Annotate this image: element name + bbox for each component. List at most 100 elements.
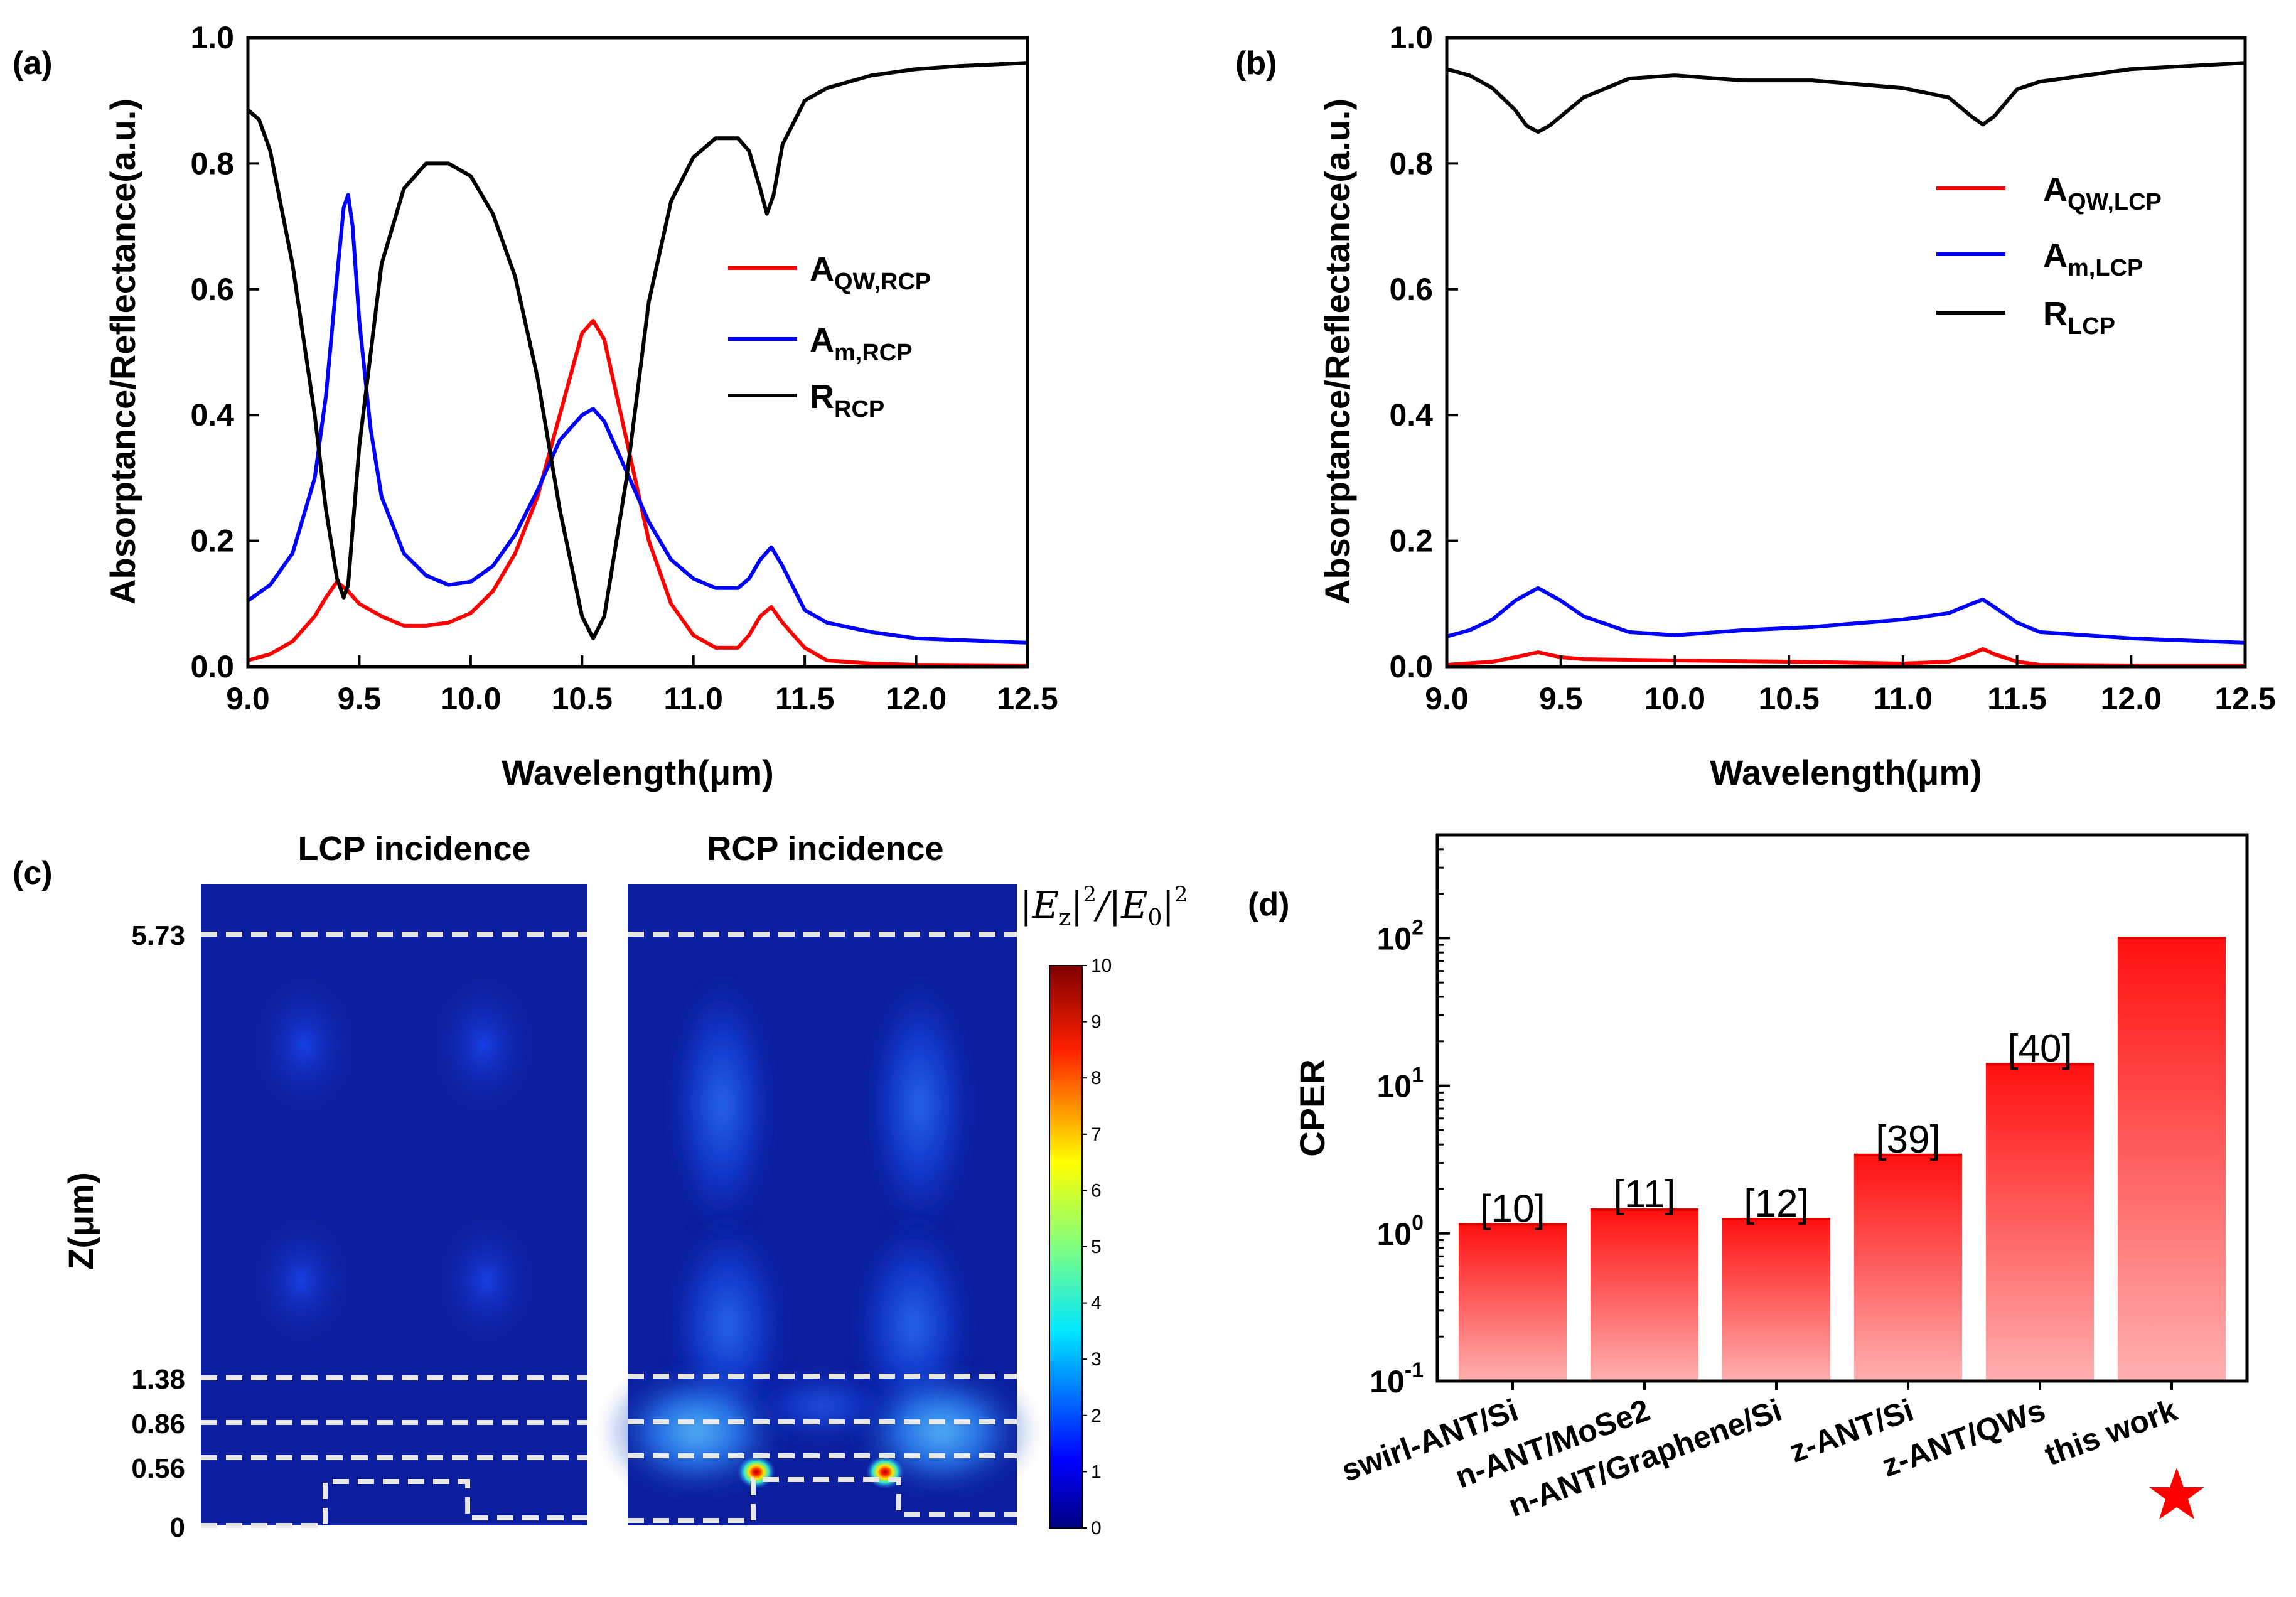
colorbar-ticks: 0 1 2 3 4 5 6 7 8 9 10 [1082, 955, 1112, 1539]
panel-a-frame [246, 36, 1029, 669]
panel-b-xtick-label: 10.0 [1644, 681, 1705, 716]
panel-a-xtick-label: 9.5 [338, 681, 382, 716]
bar-5 [2117, 938, 2226, 1381]
panel-b-ytick-label: 0.8 [1389, 146, 1433, 181]
panel-c-field-maps: LCP incidence RCP incidence [61, 830, 1188, 1543]
panel-b-ytick-label: 0.6 [1389, 272, 1433, 307]
panel-d-ytick-label: 102 [1376, 915, 1424, 956]
colorbar-tick-label: 4 [1091, 1293, 1102, 1314]
panel-label-d: (d) [1248, 886, 1289, 923]
bar-4 [1985, 1064, 2095, 1381]
lcp-blob [248, 970, 361, 1121]
rcp-title: RCP incidence [707, 830, 943, 868]
panel-a-ytick-label: 0.2 [190, 524, 234, 559]
lcp-blob [427, 970, 540, 1121]
z-axis-label: Z(μm) [61, 1172, 100, 1270]
panel-label-b: (b) [1235, 45, 1277, 82]
panel-d-ylabel: CPER [1292, 1059, 1332, 1157]
panel-b-chart: 9.0 9.5 10.0 10.5 11.0 11.5 12.0 12.5 0.0 0.2 0.4 0… [1317, 20, 2276, 792]
colorbar-tick-label: 9 [1091, 1012, 1102, 1033]
panel-b-ticks: 9.0 9.5 10.0 10.5 11.0 11.5 12.0 12.5 0.0 0.2 0.4 0… [1389, 20, 2275, 716]
panel-b-xtick-label: 9.0 [1425, 681, 1469, 716]
panel-b-xtick-label: 9.5 [1539, 681, 1583, 716]
panel-a-xtick-label: 10.5 [552, 681, 613, 716]
z-tick: 5.73 [131, 920, 185, 951]
panel-b-xtick-label: 12.0 [2101, 681, 2162, 716]
colorbar-tick-label: 7 [1091, 1124, 1102, 1145]
colorbar-tick-label: 10 [1091, 955, 1112, 976]
colorbar [1049, 965, 1083, 1529]
panel-b-legend: AQW,LCP Am,LCP RLCP [1936, 171, 2162, 340]
panel-b-xtick-label: 10.5 [1758, 681, 1819, 716]
panel-a-ytick-label: 1.0 [190, 20, 234, 55]
panel-a-series-0 [247, 318, 1028, 667]
bar-ref-label-0: [10] [1480, 1188, 1545, 1231]
panel-d-ytick-label: 101 [1376, 1063, 1424, 1104]
panel-b-ytick-label: 0.0 [1389, 649, 1433, 684]
rcp-blob [863, 967, 976, 1243]
panel-b-ytick-label: 0.2 [1389, 524, 1433, 559]
panel-b-frame [1445, 36, 2247, 669]
z-tick: 0 [170, 1512, 185, 1543]
bar-1 [1590, 1209, 1699, 1381]
panel-a-xtick-label: 10.0 [440, 681, 501, 716]
panel-b-series-2 [1446, 61, 2246, 134]
z-tick: 0.86 [131, 1409, 185, 1439]
bar-ref-label-3: [39] [1875, 1118, 1940, 1161]
panel-label-a: (a) [13, 45, 53, 82]
panel-b-xtick-label: 12.5 [2214, 681, 2275, 716]
panel-b-legend-label-0: AQW,LCP [2043, 171, 2162, 215]
panel-a-legend: AQW,RCP Am,RCP RRCP [728, 250, 931, 422]
panel-a-ytick-label: 0.4 [190, 397, 234, 433]
panel-b-series [1446, 61, 2246, 667]
colorbar-tick-label: 6 [1091, 1180, 1102, 1201]
bar-0 [1458, 1224, 1567, 1381]
panel-b-ytick-label: 0.4 [1389, 397, 1433, 433]
panel-d-chart: [10] [11] [12][39][40] swirl-ANT/Sin-ANT/M… [1292, 833, 2249, 1524]
lcp-blob [433, 1212, 540, 1350]
lcp-map-background [201, 884, 587, 1525]
rcp-blob [747, 1368, 898, 1444]
panel-b-xtick-label: 11.0 [1874, 681, 1933, 716]
bar-2 [1722, 1219, 1831, 1381]
colorbar-tick-label: 3 [1091, 1349, 1102, 1370]
panel-b-legend-label-1: Am,LCP [2043, 237, 2143, 281]
colorbar-label: |Ez|2/|E0|2 [1020, 882, 1188, 931]
lcp-field-map [201, 884, 587, 1528]
colorbar-tick-label: 1 [1091, 1461, 1102, 1482]
panel-a-xtick-label: 11.5 [775, 681, 835, 716]
panel-a-ytick-label: 0.8 [190, 146, 234, 181]
lcp-boundaries [201, 932, 587, 1528]
colorbar-tick-label: 0 [1091, 1518, 1102, 1539]
panel-a-chart: 9.0 9.5 10.0 10.5 11.0 11.5 12.0 12.5 0.0 0.2 0.4 0… [103, 20, 1058, 792]
panel-b-xlabel: Wavelength(μm) [1710, 753, 1982, 792]
panel-a-xtick-label: 12.0 [886, 681, 947, 716]
colorbar-tick-label: 5 [1091, 1237, 1102, 1257]
panel-a-ytick-label: 0.6 [190, 272, 234, 307]
panel-label-c: (c) [13, 855, 53, 891]
panel-d-ytick-label: 10-1 [1370, 1358, 1424, 1399]
colorbar-tick-label: 8 [1091, 1068, 1102, 1089]
z-tick: 0.56 [131, 1453, 185, 1484]
panel-a-legend-label-0: AQW,RCP [810, 250, 931, 295]
bar-ref-label-4: [40] [2007, 1027, 2072, 1070]
rcp-hotspot [738, 1456, 775, 1488]
panel-b-ylabel: Absorptance/Reflectance(a.u.) [1317, 99, 1357, 605]
panel-a-legend-label-1: Am,RCP [810, 321, 913, 366]
panel-a-legend-label-2: RRCP [810, 378, 884, 422]
panel-b-legend-label-2: RLCP [2043, 295, 2115, 340]
panel-a-series-2 [247, 61, 1028, 640]
panel-a-xlabel: Wavelength(μm) [502, 753, 774, 792]
panel-a-ytick-label: 0.0 [190, 649, 234, 684]
panel-a-ticks: 9.0 9.5 10.0 10.5 11.0 11.5 12.0 12.5 0.0 0.2 0.4 0… [190, 20, 1058, 716]
panel-a-series [247, 61, 1028, 667]
star-icon [2149, 1468, 2204, 1519]
rcp-blob [665, 967, 778, 1243]
bar-ref-label-1: [11] [1614, 1173, 1676, 1216]
panel-b-xtick-label: 11.5 [1987, 681, 2047, 716]
category-label-5: this work [2040, 1392, 2182, 1473]
panel-b-ytick-label: 1.0 [1389, 20, 1433, 55]
panel-d-ytick-label: 100 [1376, 1211, 1424, 1252]
lcp-title: LCP incidence [298, 830, 530, 868]
